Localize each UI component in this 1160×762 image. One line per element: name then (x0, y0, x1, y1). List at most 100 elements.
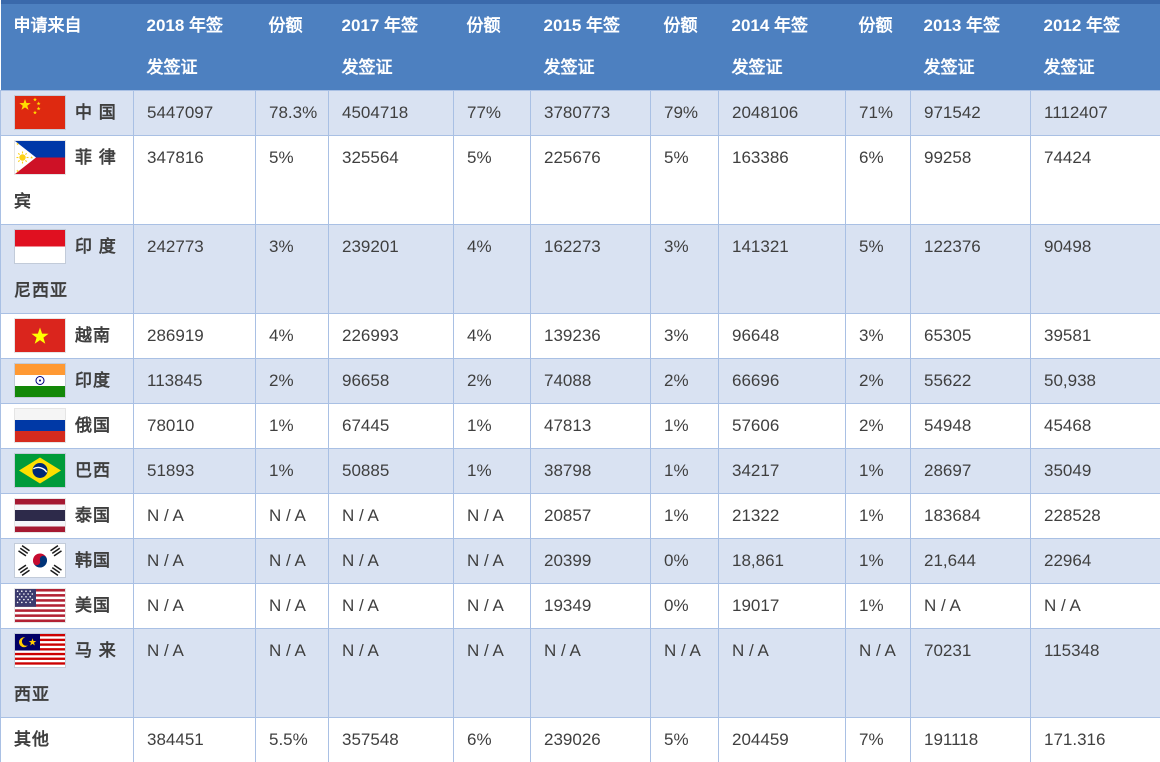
table-row-vietnam: 越南 286919 4% 226993 4% 139236 3% 96648 3% 65305 39… (0, 313, 1160, 359)
cell-south-korea-share-2015: 0% (650, 538, 719, 584)
country-name: 巴西 (75, 461, 111, 480)
country-name: 俄国 (75, 416, 111, 435)
cell-brazil-visas-2018: 51893 (133, 448, 256, 494)
cell-thailand-visas-2018: N / A (133, 493, 256, 539)
cell-thailand-visas-2013: 183684 (910, 493, 1031, 539)
cell-china-share-2014: 71% (845, 90, 911, 136)
cell-india-visas-2017: 96658 (328, 358, 454, 404)
country-cell-vietnam: 越南 (0, 313, 134, 359)
cell-south-korea-share-2018: N / A (255, 538, 329, 584)
cell-vietnam-visas-2014: 96648 (718, 313, 846, 359)
country-cell-south-korea: 韩国 (0, 538, 134, 584)
cell-china-visas-2018: 5447097 (133, 90, 256, 136)
cell-others-visas-2012: 171.316 (1030, 717, 1160, 762)
cell-vietnam-share-2014: 3% (845, 313, 911, 359)
cell-brazil-share-2015: 1% (650, 448, 719, 494)
cell-others-visas-2014: 204459 (718, 717, 846, 762)
brazil-flag (15, 453, 65, 487)
cell-thailand-visas-2014: 21322 (718, 493, 846, 539)
cell-india-share-2014: 2% (845, 358, 911, 404)
cell-others-visas-2013: 191118 (910, 717, 1031, 762)
cell-south-korea-visas-2012: 22964 (1030, 538, 1160, 584)
cell-philippines-visas-2017: 325564 (328, 135, 454, 225)
cell-india-visas-2014: 66696 (718, 358, 846, 404)
cell-indonesia-share-2015: 3% (650, 224, 719, 314)
cell-south-korea-share-2014: 1% (845, 538, 911, 584)
cell-indonesia-visas-2014: 141321 (718, 224, 846, 314)
cell-china-visas-2017: 4504718 (328, 90, 454, 136)
cell-thailand-share-2015: 1% (650, 493, 719, 539)
malaysia-flag (15, 633, 65, 667)
cell-usa-visas-2018: N / A (133, 583, 256, 629)
cell-vietnam-visas-2017: 226993 (328, 313, 454, 359)
cell-india-share-2017: 2% (453, 358, 531, 404)
cell-others-share-2018: 5.5% (255, 717, 329, 762)
country-cell-malaysia: 马 来 西亚 (0, 628, 134, 718)
country-name: 菲 律 宾 (14, 148, 117, 211)
country-cell-russia: 俄国 (0, 403, 134, 449)
cell-russia-visas-2014: 57606 (718, 403, 846, 449)
column-header-visas-2018: 2018 年签 发签证 (133, 2, 256, 91)
country-name: 印度 (75, 371, 111, 390)
cell-malaysia-visas-2017: N / A (328, 628, 454, 718)
cell-usa-share-2014: 1% (845, 583, 911, 629)
usa-flag (15, 588, 65, 622)
cell-india-share-2018: 2% (255, 358, 329, 404)
cell-china-share-2017: 77% (453, 90, 531, 136)
column-header-share-2014: 份额 (845, 2, 911, 91)
cell-others-share-2017: 6% (453, 717, 531, 762)
column-header-share-2017: 份额 (453, 2, 531, 91)
cell-usa-share-2018: N / A (255, 583, 329, 629)
cell-india-visas-2018: 113845 (133, 358, 256, 404)
cell-malaysia-visas-2014: N / A (718, 628, 846, 718)
column-header-visas-2017: 2017 年签 发签证 (328, 2, 454, 91)
country-name: 泰国 (75, 506, 111, 525)
cell-russia-visas-2018: 78010 (133, 403, 256, 449)
country-name: 韩国 (75, 551, 111, 570)
cell-usa-visas-2015: 19349 (530, 583, 651, 629)
cell-south-korea-visas-2015: 20399 (530, 538, 651, 584)
cell-malaysia-visas-2012: 115348 (1030, 628, 1160, 718)
country-cell-philippines: 菲 律 宾 (0, 135, 134, 225)
cell-usa-visas-2012: N / A (1030, 583, 1160, 629)
cell-vietnam-visas-2013: 65305 (910, 313, 1031, 359)
cell-india-visas-2012: 50,938 (1030, 358, 1160, 404)
cell-south-korea-visas-2014: 18,861 (718, 538, 846, 584)
cell-brazil-share-2017: 1% (453, 448, 531, 494)
cell-russia-share-2018: 1% (255, 403, 329, 449)
cell-malaysia-visas-2015: N / A (530, 628, 651, 718)
cell-vietnam-visas-2018: 286919 (133, 313, 256, 359)
cell-malaysia-share-2015: N / A (650, 628, 719, 718)
cell-russia-visas-2012: 45468 (1030, 403, 1160, 449)
cell-usa-share-2015: 0% (650, 583, 719, 629)
table-row-philippines: 菲 律 宾 347816 5% 325564 5% 225676 5% 163386 6% 992… (0, 135, 1160, 225)
cell-south-korea-visas-2013: 21,644 (910, 538, 1031, 584)
philippines-flag (15, 140, 65, 174)
cell-philippines-visas-2018: 347816 (133, 135, 256, 225)
cell-south-korea-share-2017: N / A (453, 538, 531, 584)
header-row: 申请来自 2018 年签 发签证 份额 2017 年签 发签证 份额 2015 年签 发签… (0, 2, 1160, 91)
cell-philippines-visas-2012: 74424 (1030, 135, 1160, 225)
vietnam-flag (15, 318, 65, 352)
cell-others-share-2015: 5% (650, 717, 719, 762)
cell-indonesia-share-2017: 4% (453, 224, 531, 314)
cell-brazil-visas-2014: 34217 (718, 448, 846, 494)
column-header-visas-2014: 2014 年签 发签证 (718, 2, 846, 91)
country-cell-thailand: 泰国 (0, 493, 134, 539)
cell-brazil-visas-2015: 38798 (530, 448, 651, 494)
cell-china-share-2018: 78.3% (255, 90, 329, 136)
cell-philippines-share-2017: 5% (453, 135, 531, 225)
cell-brazil-visas-2017: 50885 (328, 448, 454, 494)
cell-russia-share-2015: 1% (650, 403, 719, 449)
cell-india-visas-2013: 55622 (910, 358, 1031, 404)
cell-malaysia-visas-2018: N / A (133, 628, 256, 718)
cell-thailand-share-2018: N / A (255, 493, 329, 539)
cell-indonesia-share-2014: 5% (845, 224, 911, 314)
cell-vietnam-share-2018: 4% (255, 313, 329, 359)
country-cell-brazil: 巴西 (0, 448, 134, 494)
